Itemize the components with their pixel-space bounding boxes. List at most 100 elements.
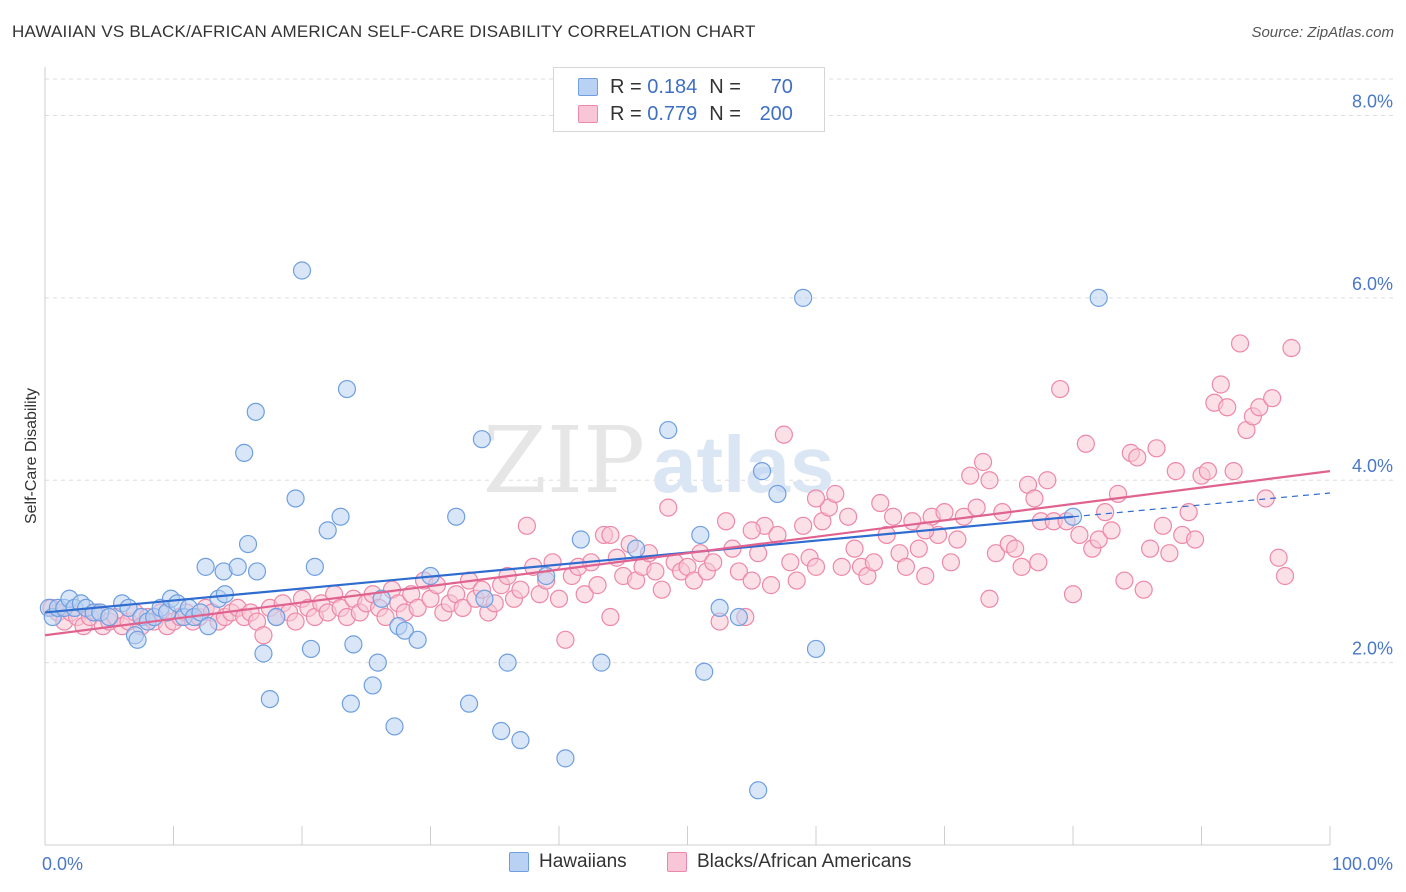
black-african-american-point [896,557,916,576]
black-african-american-point [652,580,671,599]
black-african-american-point [549,589,569,608]
y-axis-label: Self-Care Disability [23,388,40,524]
hawaiian-point [260,689,279,709]
black-african-american-point [1275,566,1295,586]
legend-item-blacks[interactable]: Blacks/African Americans [667,851,911,873]
hawaiian-point [363,676,382,695]
hawaiian-point [475,589,494,608]
black-african-american-point [1230,334,1250,353]
black-african-american-point [1063,585,1083,604]
black-african-american-point [1263,389,1282,408]
hawaiian-point [235,443,254,462]
hawaiian-point [286,489,305,508]
watermark-atlas: atlas [652,420,834,509]
legend-n-value: 200 [759,102,793,125]
hawaiian-trend-line [44,515,1074,614]
black-african-american-point [1166,462,1185,481]
hawaiian-point [492,721,511,741]
hawaiian-point [626,539,646,558]
black-african-american-point [408,598,427,618]
black-african-american-point [980,471,999,490]
hawaiian-point [695,662,714,681]
black-african-american-point [1224,462,1243,481]
black-african-american-point [286,612,305,631]
black-african-american-point [883,507,903,526]
legend-swatch-hawaiians [578,78,598,96]
hawaiian-point [337,379,357,399]
hawaiian-point [498,653,517,672]
hawaiian-point [199,617,218,636]
black-african-american-point [986,544,1006,563]
x-tick-label: 100.0% [1332,854,1393,874]
black-african-american-point [973,452,993,472]
black-african-american-point [453,598,472,618]
legend-row-blacks: R = 0.779 N = 200 [578,101,793,127]
black-african-american-point [1070,525,1089,545]
hawaiian-point [659,420,678,440]
hawaiian-point [447,507,466,526]
legend-n-label: N = [709,75,741,98]
black-african-american-point [588,576,607,595]
black-african-american-point [980,589,999,608]
black-african-american-point [948,530,967,549]
hawaiian-point [305,557,324,576]
hawaiian-point [710,598,729,618]
hawaiian-point [511,731,530,750]
hawaiian-point [372,589,391,608]
black-african-american-point [376,607,395,627]
black-african-american-point [1102,521,1121,540]
black-african-american-point [806,489,826,508]
black-african-american-point [729,562,749,581]
black-african-american-point [1051,379,1070,399]
black-african-american-trend-line [44,470,1331,637]
axes [44,67,1331,846]
hawaiian-point [768,484,787,504]
black-african-american-point [961,466,980,485]
black-african-american-point [1089,530,1108,549]
chart-title: HAWAIIAN VS BLACK/AFRICAN AMERICAN SELF-… [12,22,756,41]
black-african-american-point [1179,503,1198,522]
black-african-american-point [941,553,961,572]
stats-legend: R = 0.184 N = 70 R = 0.779 N = 200 [553,67,825,132]
black-african-american-point [935,503,954,522]
hawaiian-point [368,653,387,672]
black-african-american-point [761,576,781,595]
black-african-american-point [806,557,826,576]
legend-r-label: R = [610,102,642,125]
black-african-american-point [1012,557,1031,576]
hawaiian-point [100,607,119,627]
x-tick-label: 0.0% [42,854,83,874]
black-african-american-point [1160,544,1179,563]
black-african-american-point [1128,448,1147,467]
y-tick-label: 4.0% [1352,456,1393,476]
legend-swatch-hawaiians [509,852,529,872]
black-african-american-point [1134,580,1153,599]
black-african-american-point [511,580,530,599]
hawaiian-point [292,261,312,280]
black-african-american-point [1282,338,1301,358]
legend-item-hawaiians[interactable]: Hawaiians [509,851,627,873]
hawaiian-point [301,639,321,659]
hawaiian-point [794,288,813,307]
hawaiian-point [238,534,258,554]
black-african-american-point [1038,471,1057,490]
black-african-american-point [1185,530,1205,549]
black-african-american-point [871,493,890,513]
tick-labels: 2.0% 4.0% 6.0% 8.0% 0.0% 100.0% [42,91,1393,874]
y-tick-label: 6.0% [1352,274,1393,294]
black-african-american-point [1147,439,1166,458]
hawaiian-point [267,607,286,627]
hawaiian-point [344,635,363,654]
hawaiian-point [752,462,772,481]
black-african-american-point [1006,539,1025,558]
black-african-american-point [1076,434,1095,453]
legend-r-value: 0.184 [647,75,698,98]
black-african-american-point [646,562,665,581]
black-african-american-point [781,553,800,572]
legend-swatch-blacks [578,105,598,123]
black-african-american-point [916,566,935,586]
gridlines [45,78,1393,664]
black-african-american-point [1269,548,1288,567]
hawaiian-point [691,525,710,545]
